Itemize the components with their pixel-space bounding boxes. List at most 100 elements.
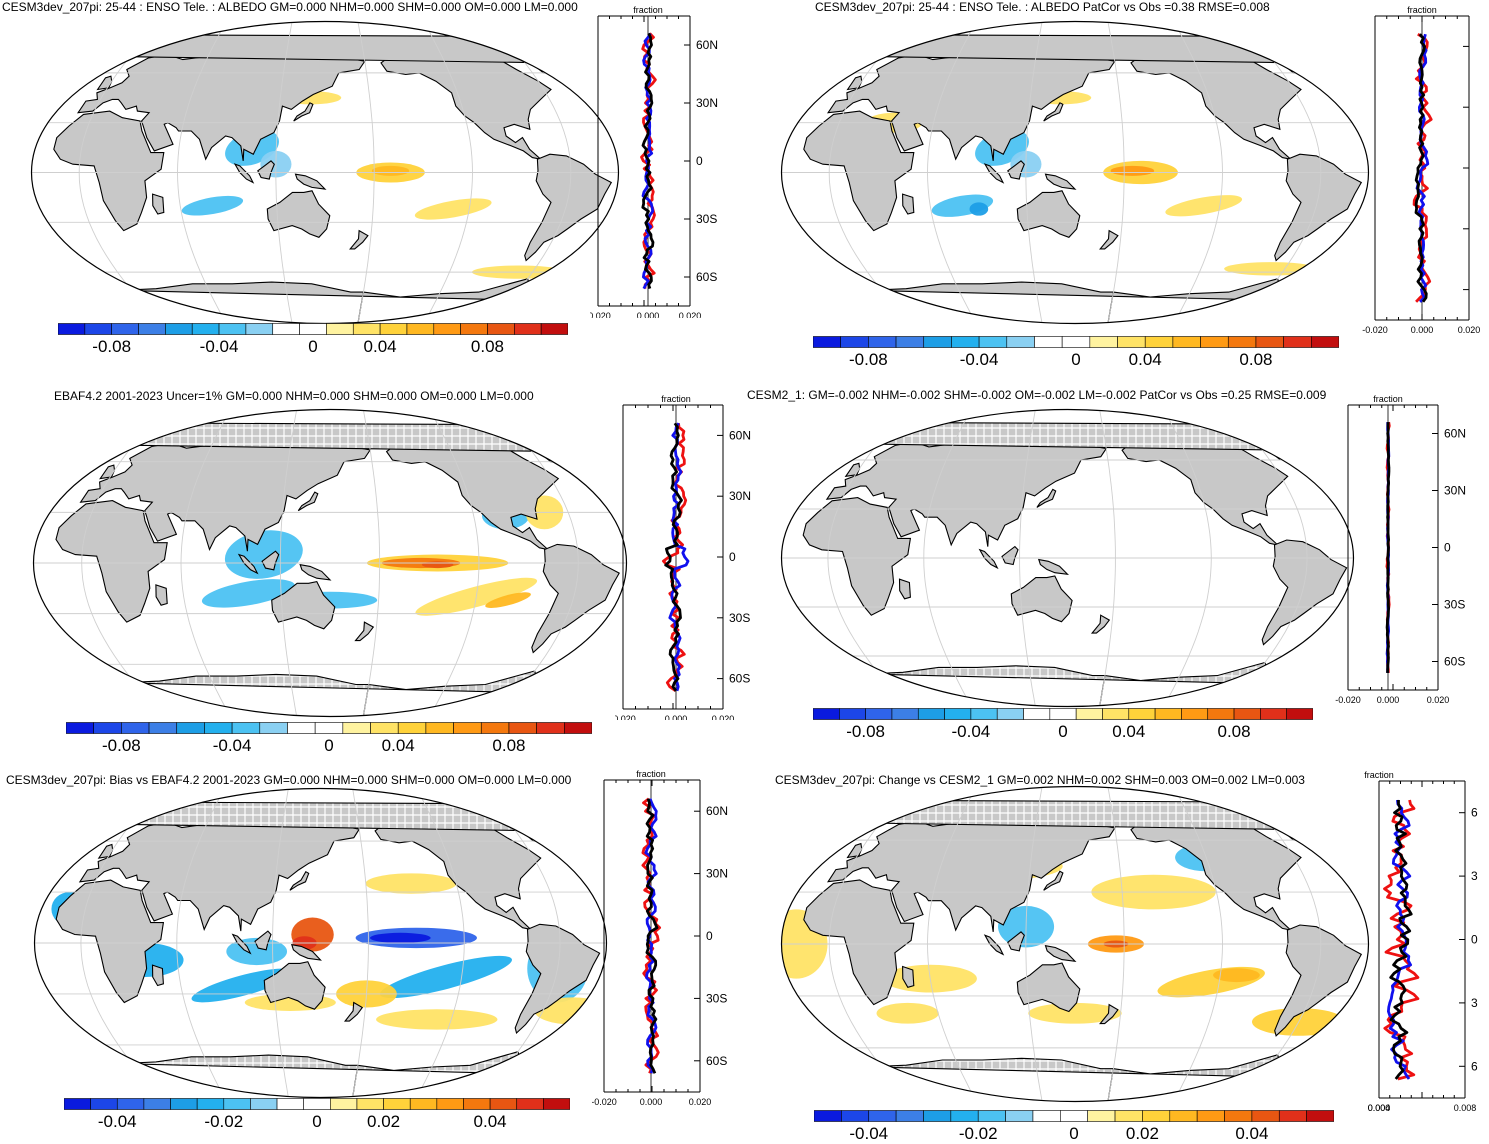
colorbar-cell — [196, 1098, 225, 1110]
x-tick-label: 0.000 — [1368, 1103, 1391, 1113]
colorbar-cell — [93, 722, 122, 734]
colorbar-cell — [564, 722, 592, 734]
lat-tick-label: 30S — [696, 212, 717, 226]
world-map — [32, 408, 628, 718]
colorbar-tick-label: 0.04 — [1128, 350, 1162, 369]
graticule — [781, 22, 1369, 323]
x-tick-label: 0.020 — [1427, 695, 1450, 705]
longitude-line — [1025, 788, 1043, 1100]
panel-cesm2: CESM2_1: GM=-0.002 NHM=-0.002 SHM=-0.002… — [745, 380, 1489, 765]
landmass-northAmerica — [380, 52, 552, 161]
colorbar-cell — [342, 722, 371, 734]
colorbar — [64, 1098, 570, 1110]
landmass-southAmerica — [1274, 924, 1363, 1037]
x-tick-label: 0.000 — [665, 714, 688, 720]
colorbar-cell — [923, 1110, 952, 1122]
anomaly-patch — [876, 1002, 939, 1024]
colorbar-tick-label: 0 — [312, 1112, 322, 1131]
colorbar-cell — [1089, 336, 1118, 348]
lat-tick-label: 6 — [1471, 1059, 1478, 1073]
colorbar-cell — [508, 722, 537, 734]
land — [55, 422, 620, 715]
colorbar-cell — [514, 323, 542, 335]
profile-curve-obs — [662, 422, 688, 692]
landmass-southAmerica — [1261, 539, 1348, 646]
landmass-japan — [1043, 870, 1064, 891]
x-tick-label: 0.000 — [1377, 695, 1400, 705]
colorbar-cell — [813, 708, 840, 720]
map-border — [780, 408, 1355, 708]
map-content — [781, 786, 1369, 1102]
colorbar-cell — [1034, 336, 1063, 348]
landmass-northAmerica — [1121, 439, 1289, 546]
landmass-borneo — [1007, 931, 1025, 952]
x-tick-label: 0.008 — [1454, 1103, 1477, 1113]
map-border — [780, 20, 1370, 325]
longitude-line — [177, 22, 226, 323]
zonal-profile: fraction 60N 30N 0 30S 60S -0.020 0.000 0.020 — [592, 769, 728, 1107]
colorbar-tick-label: -0.04 — [959, 350, 999, 369]
colorbar-cell — [543, 1098, 570, 1110]
zonal-profile: fraction 60N 30N 0 30S 60S -0.020 0.000 0.020 — [590, 5, 718, 318]
colorbar-cell — [839, 708, 866, 720]
colorbar-tick-label: 0 — [1071, 350, 1081, 369]
longitude-line — [78, 22, 160, 323]
landmass-australia — [1016, 962, 1081, 1013]
colorbar-cell — [944, 708, 972, 720]
colorbar-cell — [1233, 708, 1261, 720]
colorbar-cell — [379, 323, 408, 335]
colorbar-cell — [1075, 708, 1103, 720]
colorbar-cell — [868, 336, 897, 348]
landmass-australia — [271, 580, 336, 630]
landmass-africa — [803, 110, 915, 232]
colorbar-tick-label: 0 — [324, 736, 334, 755]
landmass-nz — [343, 1001, 364, 1022]
colorbar-tick-label: 0.04 — [1235, 1124, 1269, 1143]
colorbar-cell — [1278, 1110, 1307, 1122]
longitude-line — [927, 22, 976, 323]
panel-bias: CESM3dev_207pi: Bias vs EBAF4.2 2001-202… — [0, 765, 745, 1140]
land — [802, 421, 1348, 706]
longitude-line — [1099, 410, 1116, 706]
colorbar-tick-label: 0.08 — [1239, 350, 1273, 369]
colorbar-cell — [1260, 708, 1287, 720]
landmass-nz — [349, 229, 369, 250]
colorbar-cell — [352, 323, 381, 335]
colorbar-cell — [116, 1098, 145, 1110]
longitude-line — [828, 22, 910, 323]
profile-label: fraction — [633, 5, 663, 15]
x-tick-label: 0.004 — [1368, 1103, 1391, 1113]
x-tick-label: -0.020 — [1335, 695, 1361, 705]
profile-curve-diff — [1385, 422, 1391, 673]
landmass-southAmerica — [524, 153, 613, 262]
map-content — [33, 409, 627, 717]
lat-tick-label: 60S — [1444, 655, 1465, 669]
landmass-antarctica — [866, 661, 1273, 706]
landmass-antarctica — [868, 1054, 1286, 1100]
landmass-nz — [1090, 614, 1111, 634]
colorbar-tick-label: 0.04 — [473, 1112, 507, 1131]
colorbar-cell — [250, 1098, 278, 1110]
colorbar-tick-label: 0.04 — [363, 337, 397, 356]
lat-tick-label: 0 — [706, 929, 713, 943]
colorbar-cell — [1207, 708, 1235, 720]
colorbar-tick-label: -0.02 — [958, 1124, 998, 1143]
colorbar-cell — [259, 722, 288, 734]
landmass-africa — [803, 879, 915, 1006]
panel-title: CESM2_1: GM=-0.002 NHM=-0.002 SHM=-0.002… — [747, 388, 1327, 402]
longitude-line — [176, 789, 224, 1097]
graticule — [781, 787, 1369, 1101]
landmass-australia — [1016, 190, 1081, 238]
colorbar-cell — [58, 323, 86, 335]
colorbar-tick-label: -0.04 — [199, 337, 239, 356]
anomaly-patch — [969, 202, 989, 216]
colorbar-cell — [1196, 1110, 1225, 1122]
profile-curve-diff — [1414, 33, 1428, 303]
colorbar-tick-label: 0.04 — [1112, 722, 1146, 741]
lat-tick-label: 0 — [729, 550, 736, 564]
profile-label: fraction — [1364, 770, 1394, 780]
colorbar-cell — [1169, 1110, 1198, 1122]
landmass-southAmerica — [1274, 153, 1363, 262]
colorbar-cell — [895, 336, 925, 348]
x-tick-label: -0.020 — [590, 311, 611, 318]
